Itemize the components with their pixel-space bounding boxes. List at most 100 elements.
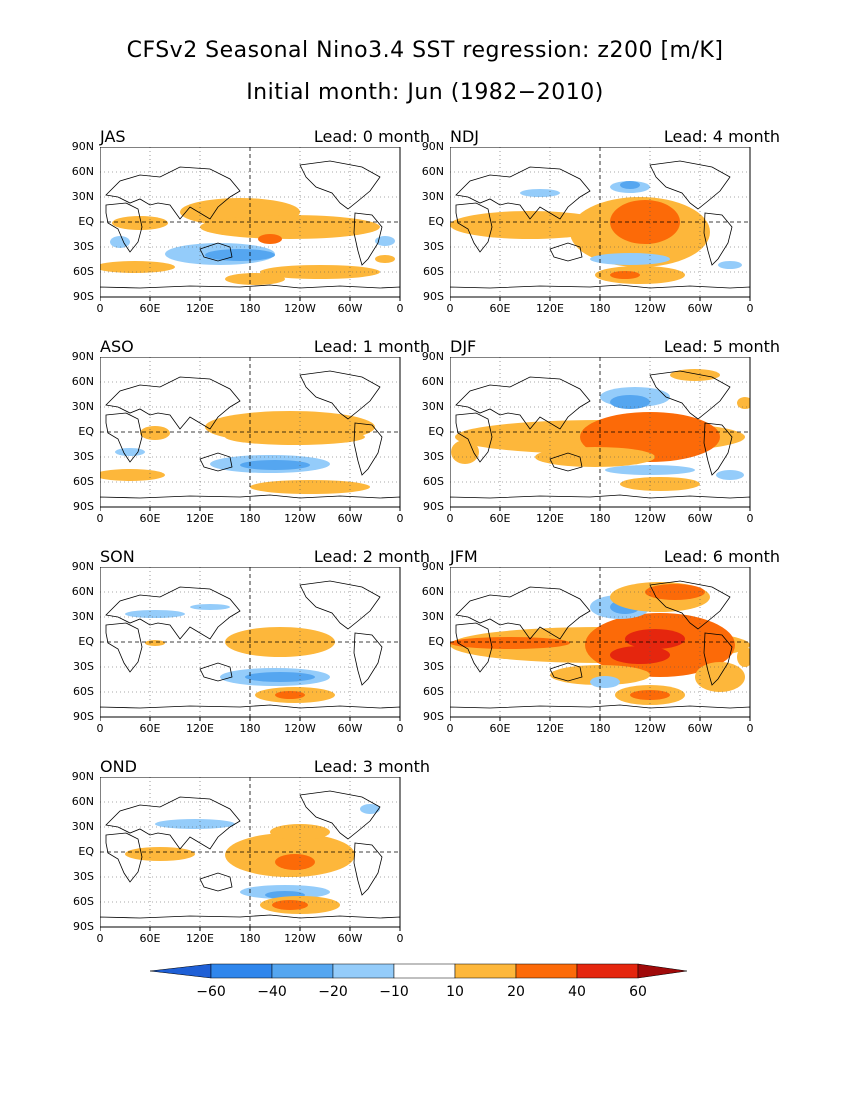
- anomaly-contour: [451, 440, 479, 464]
- lat-tick-label: 90S: [73, 710, 94, 723]
- lat-tick-label: 60N: [71, 375, 94, 388]
- coastline: [199, 662, 233, 682]
- map-ndj: [450, 147, 751, 301]
- lat-tick-label: 30N: [71, 190, 94, 203]
- lat-tick-label: 60S: [73, 475, 94, 488]
- lon-tick-label: 120W: [634, 512, 666, 525]
- coastline: [455, 166, 591, 220]
- anomaly-contour: [610, 200, 680, 244]
- map-panel-ndj: NDJ Lead: 4 month 90N 60N 30N EQ 30S 60S 90S 0 6…: [422, 127, 780, 327]
- anomaly-contour: [620, 181, 640, 189]
- panel-season-label: SON: [100, 547, 135, 566]
- panel-season-label: ASO: [100, 337, 134, 356]
- lat-tick-label: 30S: [423, 660, 444, 673]
- lon-tick-label: 0: [396, 722, 404, 735]
- anomaly-contour: [375, 255, 395, 263]
- lat-tick-label: 90N: [71, 560, 94, 573]
- panel-season-label: JFM: [450, 547, 478, 566]
- coastline: [549, 662, 583, 682]
- anomaly-contour: [155, 819, 235, 829]
- lat-tick-label: 30S: [73, 870, 94, 883]
- lon-tick-label: 0: [96, 722, 104, 735]
- lat-tick-label: 90S: [73, 920, 94, 933]
- panel-season-label: DJF: [450, 337, 477, 356]
- anomaly-contour: [100, 261, 175, 273]
- lat-tick-label: EQ: [428, 425, 444, 438]
- anomaly-contour: [695, 662, 745, 692]
- colorbar-segment: [454, 963, 517, 979]
- map-jas: [100, 147, 401, 301]
- lon-tick-label: 60E: [489, 722, 511, 735]
- coastline: [105, 586, 241, 640]
- lat-tick-label: 30N: [71, 820, 94, 833]
- coastline: [105, 832, 143, 883]
- anomaly-contour: [737, 397, 750, 409]
- lat-tick-label: 90N: [421, 140, 444, 153]
- lat-tick-label: 90N: [71, 140, 94, 153]
- lon-tick-label: 120E: [536, 302, 564, 315]
- lat-tick-label: 30N: [71, 400, 94, 413]
- map-aso: [100, 357, 401, 511]
- figure-title: CFSv2 Seasonal Nino3.4 SST regression: z…: [126, 38, 724, 63]
- lon-tick-label: 180: [239, 722, 261, 735]
- map-panel-djf: DJF Lead: 5 month 90N 60N 30N EQ 30S 60S 90S 0 6…: [422, 337, 780, 537]
- anomaly-contour: [275, 854, 315, 870]
- lon-tick-label: 0: [746, 512, 754, 525]
- lon-tick-label: 0: [446, 722, 454, 735]
- lat-tick-label: 30N: [421, 610, 444, 623]
- colorbar-segment: [271, 963, 334, 979]
- lat-tick-label: 30S: [73, 240, 94, 253]
- lat-tick-label: 30N: [71, 610, 94, 623]
- coastline: [105, 796, 241, 850]
- anomaly-contour: [245, 672, 315, 682]
- lon-tick-label: 60E: [139, 722, 161, 735]
- anomaly-contour: [272, 900, 308, 910]
- lon-tick-label: 0: [446, 302, 454, 315]
- lon-tick-label: 120E: [536, 722, 564, 735]
- map-djf: [450, 357, 751, 511]
- lon-tick-label: 120E: [186, 512, 214, 525]
- lon-tick-label: 60W: [687, 302, 713, 315]
- lon-tick-label: 60E: [139, 932, 161, 945]
- coastline: [455, 622, 493, 673]
- lat-tick-label: 60N: [421, 165, 444, 178]
- coastline: [450, 284, 750, 297]
- colorbar: [150, 963, 688, 979]
- lat-tick-label: 60S: [73, 265, 94, 278]
- panel-lead-label: Lead: 2 month: [313, 547, 430, 566]
- colorbar-segment: [210, 963, 273, 979]
- coastline: [105, 622, 143, 673]
- lat-tick-label: 60N: [421, 585, 444, 598]
- lat-tick-label: 90S: [423, 290, 444, 303]
- lon-tick-label: 0: [396, 302, 404, 315]
- anomaly-contour: [250, 480, 370, 494]
- lon-tick-label: 0: [746, 722, 754, 735]
- coastline: [299, 580, 381, 630]
- lat-tick-label: EQ: [78, 845, 94, 858]
- lon-tick-label: 120W: [634, 722, 666, 735]
- lat-tick-label: 30S: [73, 660, 94, 673]
- panel-lead-label: Lead: 1 month: [313, 337, 430, 356]
- coastline: [649, 580, 731, 630]
- anomaly-contour: [112, 216, 168, 230]
- coastline: [455, 586, 591, 640]
- coastline: [455, 202, 493, 253]
- coastline: [199, 872, 233, 892]
- coastline: [100, 494, 400, 507]
- colorbar-arrow-high: [637, 963, 688, 979]
- panel-lead-label: Lead: 6 month: [663, 547, 780, 566]
- anomaly-contour: [145, 640, 165, 646]
- anomaly-contour: [125, 610, 185, 618]
- lon-tick-label: 60W: [337, 302, 363, 315]
- lon-tick-label: 60W: [337, 932, 363, 945]
- anomaly-contour: [590, 253, 670, 265]
- lon-tick-label: 120W: [284, 932, 316, 945]
- colorbar-label: 20: [507, 984, 525, 1000]
- lon-tick-label: 180: [239, 512, 261, 525]
- lat-tick-label: 60S: [423, 265, 444, 278]
- anomaly-contour: [225, 429, 365, 445]
- anomaly-contour: [200, 215, 380, 239]
- lon-tick-label: 0: [96, 302, 104, 315]
- panel-lead-label: Lead: 3 month: [313, 757, 430, 776]
- lon-tick-label: 120W: [284, 722, 316, 735]
